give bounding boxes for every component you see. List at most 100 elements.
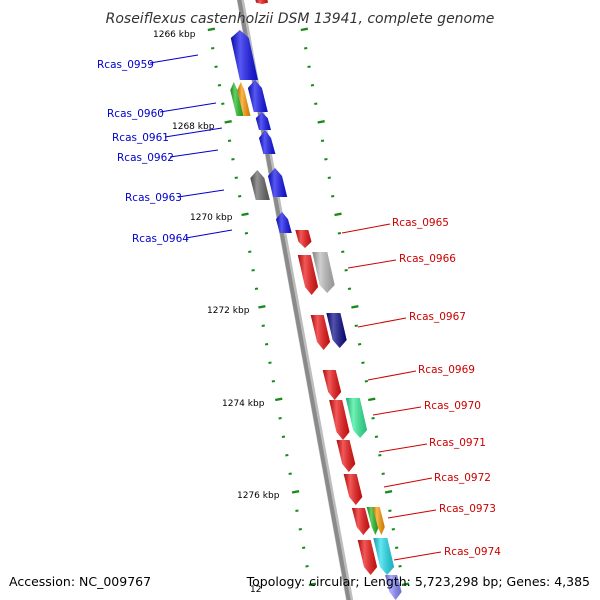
forward-rail-tick [271,380,276,383]
gene-arrow-shading [255,0,269,4]
gene-arrow-shading [259,130,276,154]
gene-label-rcas-0970[interactable]: Rcas_0970 [424,400,481,412]
reverse-rail-tick [344,269,348,272]
forward-rail-tick [251,269,255,272]
forward-rail-tick [234,176,238,179]
gene-feature[interactable] [230,82,244,116]
gene-arrow-shading [385,575,402,600]
gene-feature[interactable] [247,80,268,112]
label-leader-rcas-0973 [387,509,437,519]
reverse-rail-tick [395,546,399,549]
gene-label-rcas-0960[interactable]: Rcas_0960 [107,108,164,120]
forward-rail-tick [261,324,265,327]
forward-rail-tick [214,65,218,68]
forward-rail-tick [278,417,282,420]
gene-arrow-shading [295,230,312,248]
gene-feature[interactable] [312,252,335,293]
gene-arrow-shading [297,255,319,295]
gene-label-rcas-0969[interactable]: Rcas_0969 [418,364,475,376]
gene-arrow-shading [372,507,385,535]
reverse-rail-tick [374,435,379,438]
label-leader-rcas-0960 [159,102,217,113]
gene-label-rcas-0959[interactable]: Rcas_0959 [97,59,154,71]
label-leader-rcas-0963 [177,189,225,198]
gene-label-rcas-0966[interactable]: Rcas_0966 [399,253,456,265]
tick-label-1278: 12 [250,585,261,595]
gene-feature[interactable] [372,507,385,535]
gene-arrow-shading [343,474,363,505]
gene-feature[interactable] [329,400,350,440]
reverse-rail-tick [361,361,365,364]
gene-feature[interactable] [250,170,270,200]
gene-arrow-shading [366,507,379,535]
gene-feature[interactable] [357,540,378,575]
gene-feature[interactable] [366,507,379,535]
tick-label-1266: 1266 kbp [153,30,196,40]
gene-arrow-shading [237,82,251,116]
forward-rail-tick [241,212,249,217]
gene-arrow-shading [230,30,258,80]
gene-label-rcas-0962[interactable]: Rcas_0962 [117,152,174,164]
forward-rail-tick [274,397,283,402]
reverse-rail-tick [371,417,375,420]
forward-rail-tick [237,195,242,198]
tick-label-1276: 1276 kbp [237,491,280,501]
gene-label-rcas-0973[interactable]: Rcas_0973 [439,503,496,515]
forward-gene-labels: Rcas_0959 Rcas_0960 Rcas_0961 Rcas_0962 … [97,54,233,245]
gene-label-rcas-0964[interactable]: Rcas_0964 [132,233,189,245]
reverse-rail-tick [357,343,362,346]
reverse-rail-tick [327,176,331,179]
gene-feature[interactable] [310,315,331,350]
gene-label-rcas-0974[interactable]: Rcas_0974 [444,546,501,558]
map-title: Roseiflexus castenholzii DSM 13941, comp… [106,11,495,27]
gene-feature[interactable] [385,575,402,600]
reverse-rail-tick [378,454,382,457]
gene-feature[interactable] [230,30,258,80]
forward-rail-tick [231,158,235,161]
gene-feature[interactable] [255,0,269,4]
gene-feature[interactable] [326,313,347,348]
gene-feature[interactable] [322,370,342,400]
topology-text: Topology: circular; Length: 5,723,298 bp… [246,574,590,589]
gene-label-rcas-0967[interactable]: Rcas_0967 [409,311,466,323]
gene-feature[interactable] [351,508,370,535]
gene-arrow-shading [247,80,268,112]
gene-label-rcas-0963[interactable]: Rcas_0963 [125,192,182,204]
gene-arrow-shading [329,400,350,440]
gene-feature[interactable] [373,538,395,575]
gene-feature[interactable] [336,440,356,472]
reverse-rail-tick [398,565,402,568]
gene-feature[interactable] [295,230,312,248]
gene-label-rcas-0972[interactable]: Rcas_0972 [434,472,491,484]
forward-rail-tick [258,305,266,309]
forward-rail-tick [248,250,252,253]
gene-feature[interactable] [237,82,251,116]
label-leader-rcas-0965 [341,223,391,234]
forward-rail-tick [285,454,289,457]
gene-feature[interactable] [259,130,276,154]
label-leader-rcas-0961 [164,127,223,138]
gene-feature[interactable] [268,168,288,197]
forward-rail-tick [305,565,309,568]
forward-rail-tick [227,139,232,142]
gene-feature[interactable] [276,212,292,233]
gene-arrow-shading [310,315,331,350]
gene-feature[interactable] [345,398,368,438]
tick-label-1274: 1274 kbp [222,399,265,409]
label-leader-rcas-0959 [149,54,199,64]
gene-feature[interactable] [255,112,271,130]
gene-label-rcas-0971[interactable]: Rcas_0971 [429,437,486,449]
gene-label-rcas-0965[interactable]: Rcas_0965 [392,217,449,229]
reverse-rail-tick [337,232,342,235]
tick-rails [207,27,410,587]
gene-feature[interactable] [343,474,363,505]
label-leader-rcas-0970 [372,406,422,416]
forward-rail-tick [264,343,269,346]
gene-arrow-shading [351,508,370,535]
gene-feature[interactable] [297,255,319,295]
gene-label-rcas-0961[interactable]: Rcas_0961 [112,132,169,144]
tick-label-1268: 1268 kbp [172,122,215,132]
reverse-rail-tick [341,250,345,253]
label-leader-rcas-0969 [367,370,417,381]
